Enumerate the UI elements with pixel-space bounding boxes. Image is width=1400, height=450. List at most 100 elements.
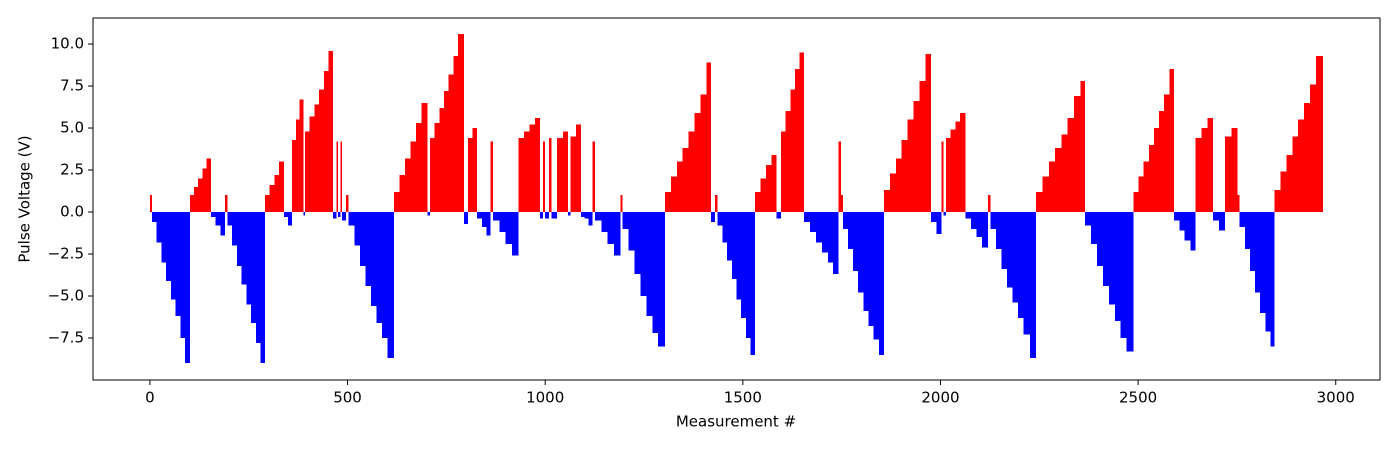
- bar: [847, 212, 854, 249]
- bar: [981, 212, 988, 248]
- bar: [628, 212, 635, 251]
- bar: [930, 212, 937, 223]
- bar: [505, 212, 512, 244]
- x-tick-label: 1000: [526, 389, 564, 407]
- bar: [381, 212, 388, 339]
- bar: [529, 124, 535, 213]
- bar: [328, 50, 333, 213]
- bar: [210, 212, 216, 218]
- bar: [1042, 176, 1049, 213]
- bar: [348, 212, 355, 226]
- bar: [295, 119, 300, 213]
- bar: [477, 212, 482, 219]
- bar: [562, 131, 569, 213]
- bar: [620, 195, 623, 213]
- bar: [1239, 212, 1245, 228]
- bar: [1080, 80, 1086, 213]
- bar: [415, 122, 422, 213]
- bar: [688, 131, 695, 213]
- bar: [434, 122, 440, 213]
- bar: [399, 175, 405, 213]
- bar: [354, 212, 360, 246]
- bar: [1213, 212, 1220, 221]
- bar: [251, 212, 256, 323]
- bar: [717, 212, 723, 226]
- bar: [936, 212, 942, 234]
- bar: [323, 70, 329, 213]
- bar: [490, 141, 494, 213]
- bar: [827, 212, 833, 263]
- bar: [700, 94, 707, 213]
- bar: [613, 212, 621, 256]
- bar: [771, 154, 777, 213]
- bar: [287, 212, 292, 226]
- bar: [925, 54, 931, 213]
- bar: [588, 212, 593, 226]
- y-axis-label: Pulse Voltage (V): [16, 135, 34, 262]
- bar: [1023, 212, 1030, 335]
- bar: [858, 212, 864, 293]
- bar: [166, 212, 171, 281]
- bar: [795, 69, 800, 213]
- bar: [232, 212, 237, 246]
- bar: [832, 212, 839, 275]
- bar: [664, 191, 671, 213]
- bar: [941, 141, 944, 213]
- bar: [799, 52, 805, 213]
- bar: [1055, 148, 1062, 213]
- bar: [472, 128, 478, 213]
- bar: [283, 212, 288, 218]
- bar: [1102, 212, 1109, 286]
- bar: [889, 173, 896, 213]
- bar: [365, 212, 371, 286]
- bar: [534, 117, 541, 213]
- bar: [970, 212, 977, 229]
- bar: [463, 212, 469, 224]
- bar: [540, 212, 544, 219]
- bar: [1036, 191, 1043, 213]
- bar: [919, 80, 926, 213]
- bar: [592, 141, 595, 213]
- bar: [227, 212, 233, 226]
- bar: [202, 168, 207, 213]
- bar: [269, 185, 275, 213]
- y-tick-label: 2.5: [60, 161, 84, 179]
- bar: [1169, 69, 1175, 213]
- bar: [274, 175, 280, 213]
- bar: [1126, 212, 1134, 352]
- bar: [1315, 55, 1324, 213]
- bar: [576, 124, 581, 213]
- bar: [676, 161, 683, 213]
- bar: [304, 131, 310, 213]
- bar: [868, 212, 874, 327]
- y-tick-label: −2.5: [48, 245, 84, 263]
- bar: [518, 138, 525, 213]
- bar: [1148, 144, 1154, 213]
- bar: [291, 139, 296, 213]
- bar: [493, 212, 500, 221]
- bar: [731, 212, 737, 280]
- bar: [1304, 102, 1311, 213]
- bar: [727, 212, 732, 261]
- bar: [652, 212, 659, 333]
- bar: [907, 119, 914, 213]
- bar: [755, 191, 761, 213]
- bar: [760, 178, 766, 213]
- bar: [568, 212, 571, 216]
- bar: [340, 141, 343, 213]
- bar: [570, 136, 577, 213]
- bar: [776, 212, 781, 219]
- bar: [913, 101, 920, 213]
- bar: [943, 212, 946, 216]
- bar: [722, 212, 728, 243]
- bar: [1225, 136, 1232, 213]
- bar: [499, 212, 506, 233]
- bar: [468, 138, 473, 213]
- bar: [1108, 212, 1115, 305]
- bar: [458, 33, 464, 213]
- bar: [840, 195, 843, 213]
- bar: [481, 212, 487, 228]
- bar: [543, 141, 546, 213]
- bar: [765, 164, 772, 213]
